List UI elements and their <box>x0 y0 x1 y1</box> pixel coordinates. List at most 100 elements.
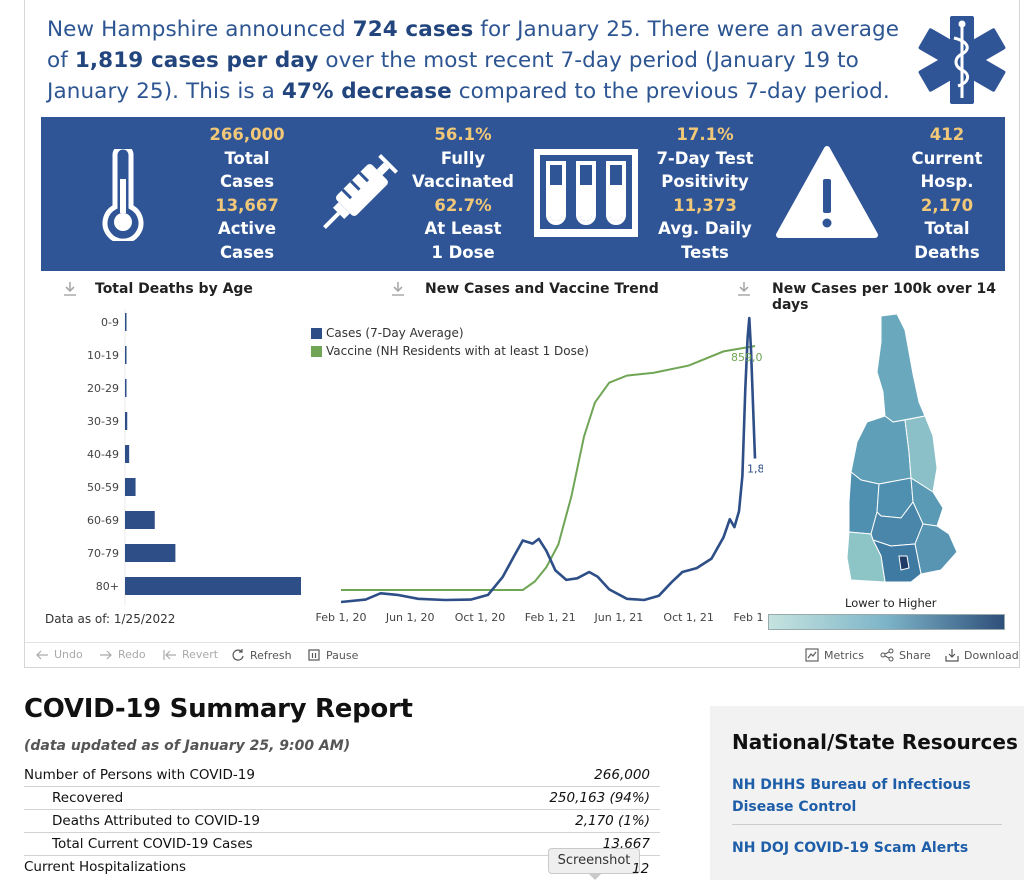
refresh-button[interactable]: Refresh <box>231 648 292 662</box>
row-value: 250,163 (94%) <box>549 790 650 806</box>
row-label: Total Current COVID-19 Cases <box>52 836 253 852</box>
tick-label: 70-79 <box>87 547 119 560</box>
table-row: Deaths Attributed to COVID-19 2,170 (1%) <box>24 810 660 833</box>
new-hampshire-county-map[interactable] <box>821 312 961 584</box>
tick-label: 40-49 <box>87 448 119 461</box>
bar-30-39 <box>125 412 128 430</box>
download-icon[interactable] <box>63 281 77 297</box>
arrow-right-icon <box>100 650 112 659</box>
share-button[interactable]: Share <box>880 648 931 662</box>
map-county-grafton <box>850 415 912 485</box>
thermometer-icon <box>102 149 144 241</box>
daily-tests-value: 11,373 <box>673 195 737 215</box>
kpi-label: Cases <box>219 242 275 262</box>
x-tick-label: Feb 1, 22 <box>734 611 763 624</box>
share-label: Share <box>899 648 931 662</box>
download-icon[interactable] <box>737 281 751 297</box>
resources-title: National/State Resources <box>732 730 1018 754</box>
map-color-scale <box>768 614 1005 630</box>
total-deaths-value: 2,170 <box>920 195 974 215</box>
redo-label: Redo <box>118 648 146 661</box>
row-value: 266,000 <box>594 767 650 783</box>
data-as-of: Data as of: 1/25/2022 <box>45 612 176 626</box>
report-title: COVID-19 Summary Report <box>24 694 413 724</box>
trend-title: New Cases and Vaccine Trend <box>425 281 659 297</box>
bar-0-9 <box>125 313 127 331</box>
row-value: 2,170 (1%) <box>575 813 650 829</box>
legend-item-cases[interactable]: Cases (7-Day Average) <box>311 324 589 342</box>
legend-label: Cases (7-Day Average) <box>326 326 464 340</box>
headline-average: 1,819 cases per day <box>74 48 319 73</box>
metrics-icon <box>805 648 819 662</box>
active-cases-value: 13,667 <box>215 195 279 215</box>
row-label: Deaths Attributed to COVID-19 <box>52 813 260 829</box>
hosp-value-partial: 12 <box>632 861 650 877</box>
map-county-coos <box>876 313 926 423</box>
revert-button[interactable]: Revert <box>163 648 218 661</box>
revert-label: Revert <box>182 648 219 661</box>
map-county-rockingham <box>914 523 958 575</box>
kpi-label: Positivity <box>661 172 749 191</box>
x-tick-label: Oct 1, 20 <box>455 611 506 624</box>
tick-label: 50-59 <box>87 481 119 494</box>
kpi-cases: 266,000 Total Cases 13,667 Active Cases <box>177 123 317 264</box>
bar-40-49 <box>125 445 130 463</box>
link-nh-doj-scam-alerts[interactable]: NH DOJ COVID-19 Scam Alerts <box>732 840 969 856</box>
fully-vaccinated-value: 56.1% <box>434 125 492 144</box>
tick-label: 0-9 <box>101 316 119 329</box>
arrow-left-icon <box>36 650 48 659</box>
refresh-icon <box>232 649 244 661</box>
kpi-label: At Least <box>424 219 502 238</box>
download-icon[interactable] <box>391 281 405 297</box>
map-county-carroll <box>904 415 938 493</box>
x-tick-label: Oct 1, 21 <box>663 611 714 624</box>
bar-70-79 <box>125 544 176 562</box>
pause-button[interactable]: Pause <box>307 648 358 662</box>
download-button[interactable]: Download <box>945 648 1019 662</box>
download-label: Download <box>964 648 1019 662</box>
kpi-label: Deaths <box>914 242 980 262</box>
refresh-label: Refresh <box>250 648 292 662</box>
x-tick-label: Feb 1, 21 <box>525 611 576 624</box>
viz-toolbar: Undo Redo Revert Refresh Pause Metrics <box>25 642 1019 667</box>
legend-item-vaccine[interactable]: Vaccine (NH Residents with at least 1 Do… <box>311 342 589 360</box>
legend-swatch <box>311 327 322 339</box>
kpi-label: Active <box>217 219 277 238</box>
kpi-band: 266,000 Total Cases 13,667 Active Cases <box>41 117 1005 271</box>
screenshot-tooltip: Screenshot <box>548 848 640 874</box>
kpi-label: Fully <box>440 148 486 168</box>
headline-text: compared to the previous 7-day period. <box>451 79 890 104</box>
bar-20-29 <box>125 379 127 397</box>
current-hosp-value: 412 <box>929 125 965 144</box>
star-of-life-icon <box>918 16 1006 104</box>
cases-vaccine-trend-chart: Feb 1, 20 Jun 1, 20 Oct 1, 20 Feb 1, 21 Jun … <box>316 316 763 624</box>
undo-button[interactable]: Undo <box>35 648 83 661</box>
share-icon <box>880 648 894 662</box>
bar-60-69 <box>125 511 155 529</box>
report-updated: (data updated as of January 25, 9:00 AM) <box>24 738 351 754</box>
table-row: Current Hospitalizations412 <box>24 856 660 879</box>
metrics-button[interactable]: Metrics <box>805 648 864 662</box>
table-row: Recovered 250,163 (94%) <box>24 787 660 810</box>
map-county-hotspot <box>898 555 910 571</box>
kpi-label: Total <box>924 219 970 238</box>
bar-50-59 <box>125 478 136 496</box>
vaccine-end-label: 859,013 <box>731 351 763 364</box>
x-tick-label: Feb 1, 20 <box>316 611 367 624</box>
legend-label: Vaccine (NH Residents with at least 1 Do… <box>326 344 589 358</box>
x-tick-label: Jun 1, 21 <box>594 611 644 624</box>
headline-text: for January 25. There were an average of <box>47 17 900 73</box>
row-label: Recovered <box>52 790 124 806</box>
redo-button[interactable]: Redo <box>99 648 146 661</box>
total-cases-value: 266,000 <box>209 125 285 144</box>
metrics-label: Metrics <box>824 648 864 662</box>
series-vaccine-line <box>341 345 756 591</box>
tooltip-caret <box>588 873 602 880</box>
series-cases-line <box>340 316 757 604</box>
tick-label: 20-29 <box>87 382 119 395</box>
link-nh-dhhs[interactable]: NH DHHS Bureau of Infectious Disease Con… <box>732 777 971 815</box>
syringe-icon <box>323 153 399 229</box>
revert-icon <box>163 649 176 660</box>
deaths-by-age-chart: 0-9 10-19 20-29 30-39 40-49 50-59 60-69 70-79 80… <box>87 309 301 605</box>
kpi-tests: 17.1% 7-Day Test Positivity 11,373 Avg. … <box>635 123 775 264</box>
